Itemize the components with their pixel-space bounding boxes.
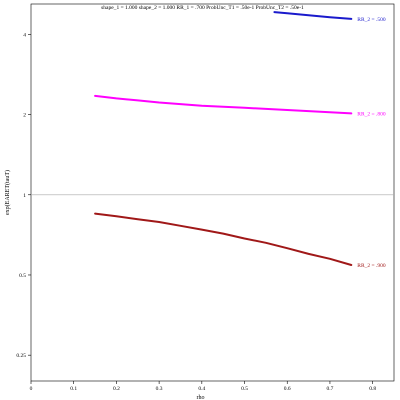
y-axis-title: exp(EARET(tauT) [4, 170, 11, 215]
x-tick-label: 0.1 [70, 386, 77, 392]
series-label-layer: RR_2 = .500 RR_2 = .800 RR_2 = .900 [357, 17, 386, 269]
y-tick-label: 4 [23, 32, 26, 38]
series-label: RR_2 = .500 [357, 17, 386, 23]
x-tick-label: 0.7 [327, 386, 334, 392]
y-tick-label: 0.5 [19, 273, 26, 279]
y-axis: 0.25 0.5 1 2 4 [16, 32, 31, 359]
y-tick-label: 2 [23, 113, 26, 119]
series-label: RR_2 = .900 [357, 263, 386, 269]
series-layer [94, 11, 353, 266]
x-tick-label: 0.4 [198, 386, 205, 392]
y-tick-label: 1 [23, 193, 26, 199]
x-tick-label: 0.6 [284, 386, 291, 392]
x-tick-label: 0.8 [369, 386, 376, 392]
x-tick-label: 0.5 [241, 386, 248, 392]
y-tick-label: 0.25 [16, 353, 26, 359]
chart-title: shape_1 = 1.000 shape_2 = 1.000 RR_1 = .… [101, 5, 304, 11]
x-axis: 0 0.1 0.2 0.3 0.4 0.5 0.6 0.7 0.8 [30, 381, 376, 392]
x-tick-label: 0.3 [156, 386, 163, 392]
series-label: RR_2 = .800 [357, 111, 386, 117]
series-line [273, 11, 353, 20]
series-line [94, 212, 353, 266]
x-tick-label: 0 [30, 386, 33, 392]
plot-frame [30, 3, 395, 382]
series-line [94, 94, 353, 115]
x-axis-title: rho [197, 395, 205, 400]
x-tick-label: 0.2 [113, 386, 120, 392]
